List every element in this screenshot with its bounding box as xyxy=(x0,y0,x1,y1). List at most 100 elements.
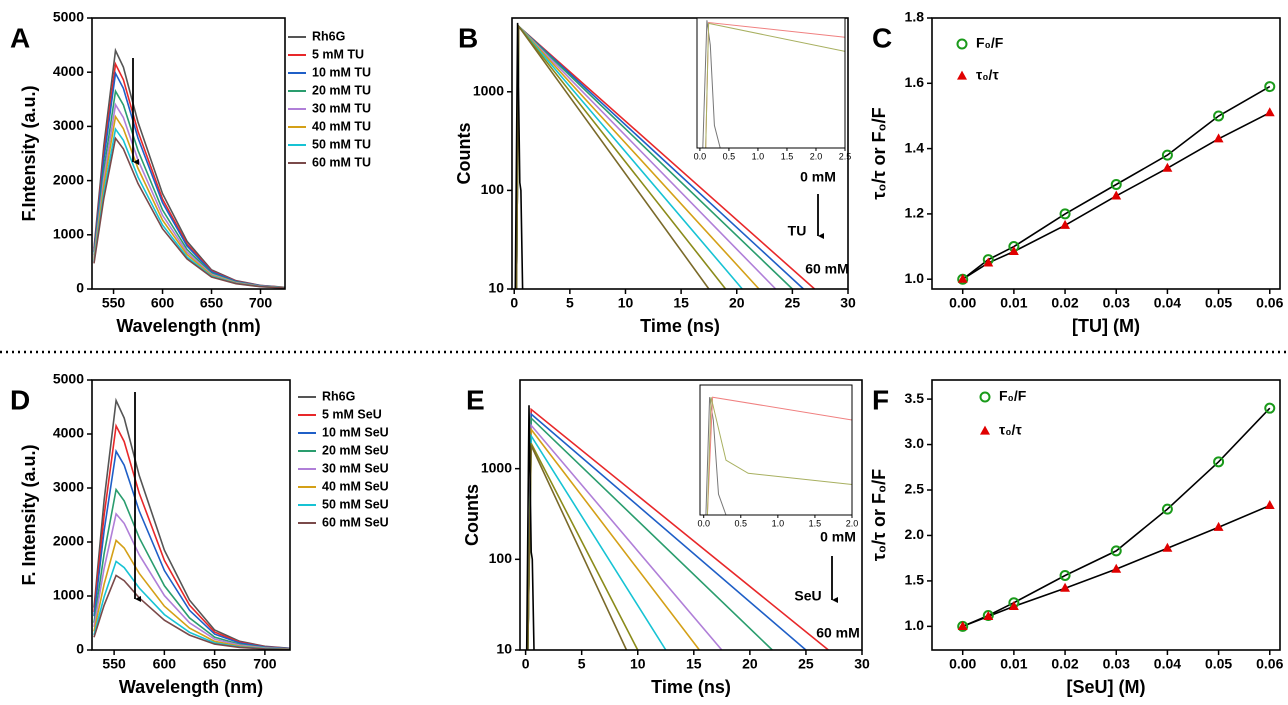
y-tick-label: 1.6 xyxy=(905,74,925,90)
marker-circle xyxy=(1059,569,1071,581)
x-tick-label: 30 xyxy=(840,295,856,311)
inset-x-tick-label: 0.0 xyxy=(694,151,707,161)
inset-background xyxy=(700,385,852,515)
series-line xyxy=(515,23,710,290)
plot-frame xyxy=(91,379,291,651)
series-line xyxy=(93,397,291,650)
x-tick-label: 20 xyxy=(729,295,745,311)
marker-triangle xyxy=(983,257,994,267)
inset-x-tick-label: 1.0 xyxy=(772,518,785,528)
x-axis-label: Time (ns) xyxy=(640,316,720,336)
marker-triangle xyxy=(1060,219,1071,229)
legend-label: 10 mM TU xyxy=(312,65,371,79)
inset-x-tick-label: 1.5 xyxy=(781,151,794,161)
x-tick-label: 600 xyxy=(153,656,177,672)
fit-line xyxy=(962,407,1271,628)
x-tick-label: 0.03 xyxy=(1103,295,1130,311)
y-tick-label: 4000 xyxy=(53,63,84,79)
x-tick-label: 0 xyxy=(510,295,518,311)
y-tick-label: 100 xyxy=(489,550,513,566)
y-tick-label: 1000 xyxy=(53,226,84,242)
legend-label: F₀/F xyxy=(976,35,1004,51)
x-tick-label: 0.02 xyxy=(1051,295,1078,311)
marker-triangle xyxy=(1060,582,1071,592)
plot-frame xyxy=(931,17,1281,290)
marker-circle xyxy=(1110,179,1122,191)
annotation: SeU xyxy=(794,588,821,604)
y-tick-label: 1.5 xyxy=(905,572,925,588)
y-tick-label: 0 xyxy=(76,641,84,657)
series-line xyxy=(93,574,291,651)
y-tick-label: 4000 xyxy=(53,425,84,441)
legend-label: 10 mM SeU xyxy=(322,425,389,439)
inset-x-tick-label: 1.0 xyxy=(752,151,765,161)
marker-circle xyxy=(1264,81,1276,93)
y-tick-label: 1.8 xyxy=(905,9,925,25)
x-tick-label: 5 xyxy=(578,656,586,672)
y-tick-label: 1000 xyxy=(481,459,512,475)
marker-circle xyxy=(1264,402,1276,414)
y-tick-label: 2000 xyxy=(53,171,84,187)
series-line xyxy=(93,423,291,650)
legend-label: 50 mM SeU xyxy=(322,497,389,511)
legend-label: 5 mM TU xyxy=(312,47,364,61)
y-tick-label: 0 xyxy=(76,280,84,296)
legend-label: 60 mM TU xyxy=(312,155,371,169)
y-axis-label: τ₀/τ or F₀/F xyxy=(869,107,889,199)
marker-triangle xyxy=(1264,107,1275,117)
y-tick-label: 1.4 xyxy=(905,139,925,155)
legend-label: 20 mM TU xyxy=(312,83,371,97)
inset-x-tick-label: 2.0 xyxy=(810,151,823,161)
inset-x-tick-label: 2.0 xyxy=(846,518,859,528)
legend-label: 60 mM SeU xyxy=(322,515,389,529)
marker-triangle xyxy=(1213,521,1224,531)
plot-frame xyxy=(931,379,1281,651)
x-axis-label: Time (ns) xyxy=(651,677,731,697)
x-tick-label: 25 xyxy=(798,656,814,672)
x-axis-label: Wavelength (nm) xyxy=(119,677,263,697)
y-tick-label: 5000 xyxy=(53,371,84,387)
x-tick-label: 0.05 xyxy=(1205,295,1232,311)
marker-triangle xyxy=(1008,600,1019,610)
series-line xyxy=(93,114,286,289)
y-tick-label: 3000 xyxy=(53,479,84,495)
x-tick-label: 0.01 xyxy=(1000,295,1027,311)
annotation: 0 mM xyxy=(820,529,856,545)
y-tick-label: 1.0 xyxy=(905,270,925,286)
marker-triangle xyxy=(1213,133,1224,143)
y-tick-label: 1000 xyxy=(53,587,84,603)
annotation: TU xyxy=(788,223,807,239)
annotation: 0 mM xyxy=(800,169,836,185)
inset-line xyxy=(705,397,727,516)
x-tick-label: 700 xyxy=(253,656,277,672)
y-tick-label: 100 xyxy=(481,181,505,197)
y-tick-label: 10 xyxy=(488,280,504,296)
legend-label: 30 mM SeU xyxy=(322,461,389,475)
x-tick-label: 600 xyxy=(151,295,175,311)
y-tick-label: 1000 xyxy=(473,82,504,98)
series-line xyxy=(527,433,667,651)
legend-label: 20 mM SeU xyxy=(322,443,389,457)
marker-triangle xyxy=(1162,542,1173,552)
legend-label: Rh6G xyxy=(312,29,345,43)
x-tick-label: 15 xyxy=(673,295,689,311)
y-tick-label: 2.5 xyxy=(905,481,925,497)
series-line xyxy=(514,22,524,290)
annotation: 60 mM xyxy=(805,261,849,277)
panel-label: F xyxy=(872,384,889,415)
legend-label: 5 mM SeU xyxy=(322,407,382,421)
x-tick-label: 5 xyxy=(566,295,574,311)
marker-triangle xyxy=(983,610,994,620)
panel-label: A xyxy=(10,22,30,53)
x-tick-label: 550 xyxy=(102,656,126,672)
legend-label: 30 mM TU xyxy=(312,101,371,115)
panel-label: D xyxy=(10,384,30,415)
marker-circle xyxy=(1161,149,1173,161)
marker-triangle xyxy=(1008,246,1019,256)
x-axis-label: Wavelength (nm) xyxy=(116,316,260,336)
marker-triangle xyxy=(1111,190,1122,200)
marker-circle xyxy=(1110,545,1122,557)
marker-triangle xyxy=(1162,162,1173,172)
legend-marker xyxy=(956,38,968,50)
